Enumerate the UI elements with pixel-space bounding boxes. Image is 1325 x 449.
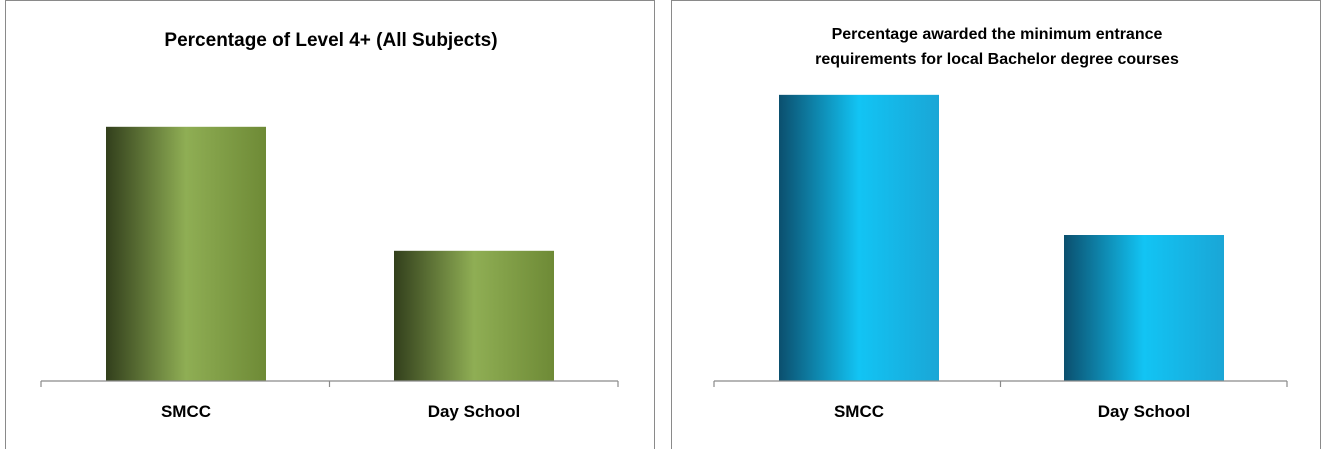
bar-smcc — [779, 94, 939, 381]
level4-chart: Percentage of Level 4+ (All Subjects) SMC… — [40, 30, 619, 421]
bar-day-school — [394, 250, 554, 381]
bachelor-entrance-chart: Percentage awarded the minimum entrance r… — [713, 26, 1288, 421]
category-label: SMCC — [161, 402, 211, 421]
bar-smcc — [106, 126, 266, 381]
chart-title-line: Percentage of Level 4+ (All Subjects) — [164, 30, 497, 51]
category-label: SMCC — [834, 402, 884, 421]
bachelor-entrance-chart-panel: Percentage awarded the minimum entrance r… — [671, 0, 1321, 449]
chart-title-line: requirements for local Bachelor degree c… — [815, 51, 1179, 68]
bar-day-school — [1064, 235, 1224, 381]
chart-title-line: Percentage awarded the minimum entrance — [832, 26, 1163, 43]
category-label: Day School — [428, 402, 521, 421]
level4-chart-panel: Percentage of Level 4+ (All Subjects) SMC… — [5, 0, 655, 449]
category-label: Day School — [1098, 402, 1191, 421]
